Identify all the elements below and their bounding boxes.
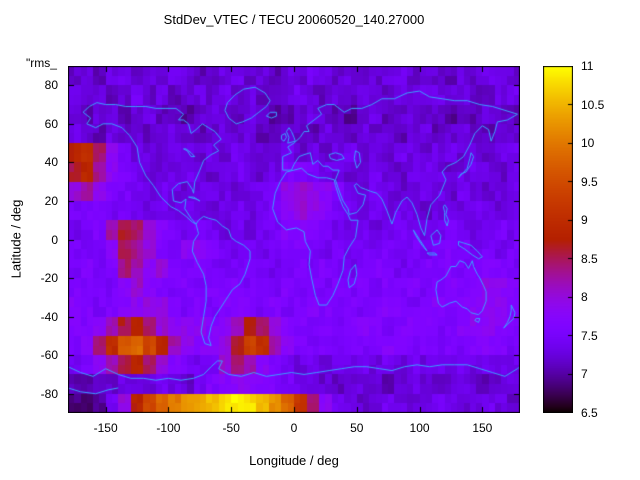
y-tick-label: 0 [51, 232, 58, 247]
y-tick-label: -20 [40, 271, 58, 286]
colorbar-tick-label: 9 [581, 213, 588, 228]
x-tick-label: -50 [222, 421, 240, 435]
heatmap-canvas [68, 66, 520, 413]
x-tick-label: 0 [290, 421, 298, 435]
colorbar-tick-label: 10.5 [581, 97, 605, 112]
colorbar-tick-label: 8.5 [581, 251, 598, 266]
y-tick-label: -60 [40, 348, 58, 363]
colorbar-canvas [543, 66, 573, 413]
colorbar-tick-label: 10 [581, 136, 595, 151]
y-tick-label: -80 [40, 386, 58, 401]
x-tick-label: -100 [156, 421, 181, 435]
colorbar-tick-label: 6.5 [581, 406, 598, 420]
y-tick-label: -40 [40, 309, 58, 324]
x-tick-label: 50 [350, 421, 364, 435]
colorbar-tick-label: 7.5 [581, 328, 598, 343]
y-tick-label: 40 [44, 155, 58, 170]
colorbar-tick-label: 7 [581, 367, 588, 382]
plot-title: StdDev_VTEC / TECU 20060520_140.27000 [163, 12, 425, 27]
x-tick-label: -150 [93, 421, 118, 435]
x-axis-label: Longitude / deg [249, 453, 339, 468]
y-tick-label: 80 [44, 78, 58, 93]
y-tick-label: 60 [44, 116, 58, 131]
colorbar-tick-label: 8 [581, 290, 588, 305]
x-tick-label: 100 [409, 421, 430, 435]
y-tick-label: 20 [44, 193, 58, 208]
colorbar-tick-label: 9.5 [581, 174, 598, 189]
corner-label: "rms_ [26, 56, 57, 70]
colorbar-tick-label: 11 [581, 59, 594, 73]
x-tick-label: 150 [472, 421, 493, 435]
